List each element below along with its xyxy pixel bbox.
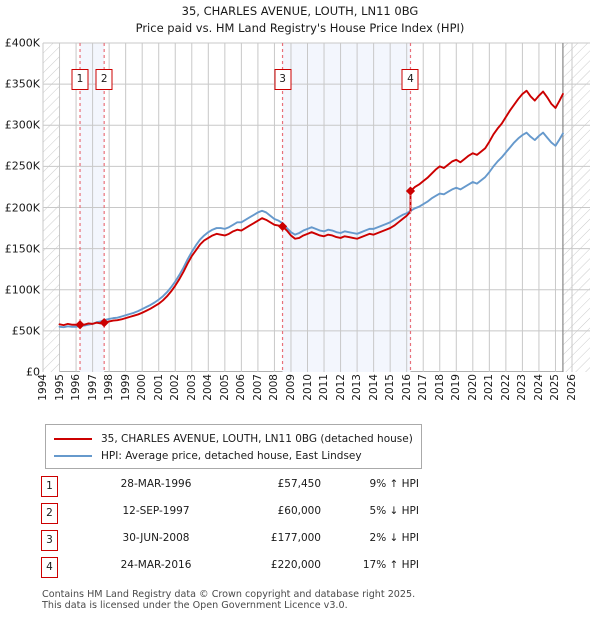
row-date: 30-JUN-2008 bbox=[122, 532, 190, 544]
y-axis-tick-label: £350K bbox=[4, 77, 40, 91]
row-date: 28-MAR-1996 bbox=[120, 478, 192, 490]
footer-attribution: Contains HM Land Registry data © Crown c… bbox=[42, 589, 415, 612]
sale-marker-2[interactable]: 2 bbox=[95, 69, 113, 90]
sale-marker-4[interactable]: 4 bbox=[401, 69, 419, 90]
x-axis-tick-label: 2016 bbox=[400, 374, 413, 401]
x-axis-tick-label: 1994 bbox=[37, 374, 49, 401]
row-hpi-delta: 5% ↓ HPI bbox=[369, 505, 419, 517]
row-price: £57,450 bbox=[277, 478, 321, 490]
x-axis-tick-label: 2019 bbox=[450, 374, 463, 401]
x-axis-tick-label: 2002 bbox=[169, 374, 182, 401]
plot-area bbox=[42, 42, 590, 372]
x-axis-tick-label: 2012 bbox=[334, 374, 347, 401]
row-hpi-delta: 17% ↑ HPI bbox=[362, 559, 419, 571]
x-axis-tick-label: 2008 bbox=[268, 374, 281, 401]
row-hpi-delta: 2% ↓ HPI bbox=[369, 532, 419, 544]
y-axis-tick-label: £50K bbox=[11, 324, 40, 338]
x-axis-tick-label: 2006 bbox=[235, 374, 248, 401]
row-hpi-delta: 9% ↑ HPI bbox=[369, 478, 419, 490]
row-index-badge: 3 bbox=[41, 530, 58, 551]
x-axis-tick-label: 2011 bbox=[318, 374, 331, 401]
x-axis-labels: 1994 1995 1996 1997 1998 1999 2000 2001 2002 2003… bbox=[37, 374, 590, 420]
row-index-badge: 2 bbox=[41, 503, 58, 524]
footer-line-2: This data is licensed under the Open Gov… bbox=[42, 600, 348, 612]
page-title: 35, CHARLES AVENUE, LOUTH, LN11 0BG bbox=[181, 4, 419, 18]
row-index-badge: 4 bbox=[41, 557, 58, 578]
x-axis-tick-label: 2021 bbox=[483, 374, 496, 401]
y-axis-tick-label: £400K bbox=[4, 36, 40, 50]
y-axis-tick-label: £150K bbox=[4, 242, 40, 256]
x-axis-tick-label: 2024 bbox=[532, 374, 545, 401]
chart-legend: 35, CHARLES AVENUE, LOUTH, LN11 0BG (det… bbox=[45, 424, 422, 469]
y-axis-labels: £0 £50K £100K £150K £200K £250K £300K £350K £400… bbox=[0, 37, 40, 379]
y-axis-tick-label: £0 bbox=[26, 365, 40, 379]
row-price: £177,000 bbox=[270, 532, 321, 544]
sales-table: 1 28-MAR-1996 £57,450 9% ↑ HPI 2 12-SEP-1997 £… bbox=[41, 476, 421, 584]
legend-swatch-line bbox=[54, 438, 92, 440]
x-axis-tick-label: 1998 bbox=[103, 374, 116, 401]
x-axis-tick-label: 2009 bbox=[284, 374, 297, 401]
x-axis-tick-label: 2003 bbox=[185, 374, 198, 401]
y-axis-tick-label: £250K bbox=[4, 159, 40, 173]
legend-swatch-line bbox=[54, 455, 92, 457]
chart-canvas bbox=[42, 42, 590, 372]
x-axis-tick-label: 2013 bbox=[351, 374, 364, 401]
row-price: £220,000 bbox=[270, 559, 321, 571]
x-axis-tick-label: 1996 bbox=[70, 374, 83, 401]
y-axis-tick-label: £100K bbox=[4, 283, 40, 297]
table-row[interactable]: 3 30-JUN-2008 £177,000 2% ↓ HPI bbox=[41, 530, 421, 557]
row-date: 12-SEP-1997 bbox=[122, 505, 190, 517]
x-axis-tick-label: 2001 bbox=[152, 374, 165, 401]
y-axis-tick-label: £300K bbox=[4, 118, 40, 132]
x-axis-tick-label: 2014 bbox=[367, 374, 380, 401]
x-axis-tick-label: 2004 bbox=[202, 374, 215, 401]
x-axis-tick-label: 2010 bbox=[301, 374, 314, 401]
x-axis-tick-label: 2020 bbox=[466, 374, 479, 401]
x-axis-tick-label: 1995 bbox=[53, 374, 66, 401]
x-axis-tick-label: 1999 bbox=[119, 374, 132, 401]
footer-line-1: Contains HM Land Registry data © Crown c… bbox=[42, 589, 416, 600]
sale-marker-3[interactable]: 3 bbox=[274, 69, 292, 90]
sale-marker-1[interactable]: 1 bbox=[71, 69, 89, 90]
x-axis-tick-label: 2026 bbox=[566, 374, 578, 401]
x-axis-tick-label: 2018 bbox=[433, 374, 446, 401]
x-axis-tick-label: 2007 bbox=[251, 374, 264, 401]
x-axis-tick-label: 2005 bbox=[218, 374, 231, 401]
x-axis-tick-label: 2022 bbox=[499, 374, 512, 401]
legend-label: 35, CHARLES AVENUE, LOUTH, LN11 0BG (det… bbox=[101, 433, 413, 445]
row-index-badge: 1 bbox=[41, 476, 58, 497]
y-axis-tick-label: £200K bbox=[4, 201, 40, 214]
legend-item-1: HPI: Average price, detached house, East… bbox=[54, 448, 362, 464]
x-axis-tick-label: 2017 bbox=[417, 374, 430, 401]
table-row[interactable]: 1 28-MAR-1996 £57,450 9% ↑ HPI bbox=[41, 476, 421, 503]
x-axis-tick-label: 2015 bbox=[384, 374, 397, 401]
page-subtitle: Price paid vs. HM Land Registry's House … bbox=[135, 21, 465, 35]
x-axis-tick-label: 2000 bbox=[136, 374, 149, 401]
legend-label: HPI: Average price, detached house, East… bbox=[101, 450, 362, 462]
x-axis-tick-label: 2023 bbox=[516, 374, 529, 401]
row-price: £60,000 bbox=[277, 505, 321, 517]
x-axis-tick-label: 2025 bbox=[549, 374, 562, 401]
legend-item-0: 35, CHARLES AVENUE, LOUTH, LN11 0BG (det… bbox=[54, 431, 413, 447]
table-row[interactable]: 2 12-SEP-1997 £60,000 5% ↓ HPI bbox=[41, 503, 421, 530]
x-axis-tick-label: 1997 bbox=[86, 374, 99, 401]
row-date: 24-MAR-2016 bbox=[120, 559, 192, 571]
table-row[interactable]: 4 24-MAR-2016 £220,000 17% ↑ HPI bbox=[41, 557, 421, 584]
